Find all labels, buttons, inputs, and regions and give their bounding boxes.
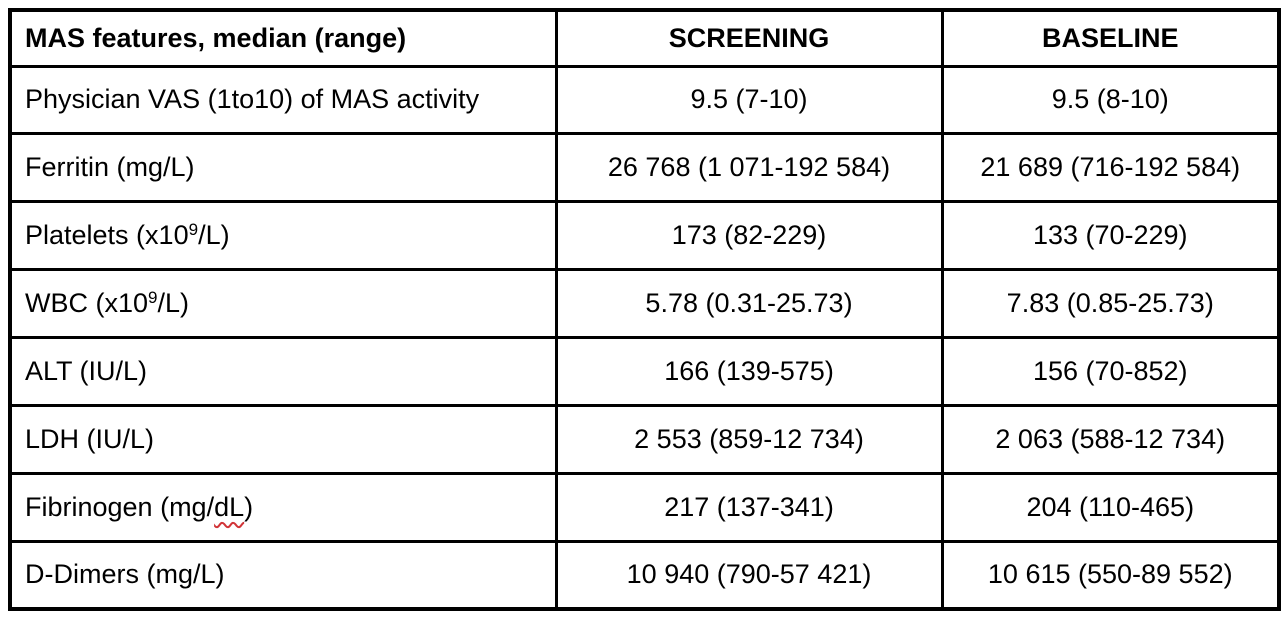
table-row-fibrinogen: Fibrinogen (mg/dL) 217 (137-341) 204 (11… [8, 471, 1281, 543]
table-row-alt: ALT (IU/L) 166 (139-575) 156 (70-852) [8, 336, 1281, 407]
baseline-value: 2 063 (588-12 734) [940, 403, 1281, 475]
screening-value: 166 (139-575) [554, 336, 944, 407]
table-row-ferritin: Ferritin (mg/L) 26 768 (1 071-192 584) 2… [8, 132, 1281, 204]
header-mas-features: MAS features, median (range) [8, 8, 558, 68]
feature-label: Platelets (x109/L) [8, 200, 558, 272]
table-row-platelets: Platelets (x109/L) 173 (82-229) 133 (70-… [8, 200, 1281, 272]
table-row-d-dimers: D-Dimers (mg/L) 10 940 (790-57 421) 10 6… [8, 539, 1281, 611]
baseline-value: 7.83 (0.85-25.73) [940, 268, 1281, 339]
label-text: LDH (IU/L) [25, 423, 155, 454]
feature-label: ALT (IU/L) [8, 336, 558, 407]
baseline-value: 9.5 (8-10) [940, 64, 1281, 136]
feature-label: Fibrinogen (mg/dL) [8, 471, 558, 543]
label-text: ALT (IU/L) [25, 355, 148, 386]
label-text: ) [244, 491, 254, 522]
header-screening: SCREENING [554, 8, 944, 68]
table-row-wbc: WBC (x109/L) 5.78 (0.31-25.73) 7.83 (0.8… [8, 268, 1281, 339]
label-text: Fibrinogen (mg/ [25, 491, 215, 522]
baseline-value: 204 (110-465) [940, 471, 1281, 543]
feature-label: Ferritin (mg/L) [8, 132, 558, 204]
table-row-ldh: LDH (IU/L) 2 553 (859-12 734) 2 063 (588… [8, 403, 1281, 475]
screening-value: 5.78 (0.31-25.73) [554, 268, 944, 339]
feature-label: Physician VAS (1to10) of MAS activity [8, 64, 558, 136]
label-text: /L) [198, 220, 230, 251]
baseline-value: 10 615 (550-89 552) [940, 539, 1281, 611]
header-baseline: BASELINE [940, 8, 1281, 68]
header-row: MAS features, median (range) SCREENING B… [8, 8, 1281, 68]
table-row-physician-vas: Physician VAS (1to10) of MAS activity 9.… [8, 64, 1281, 136]
baseline-value: 133 (70-229) [940, 200, 1281, 272]
label-text: D-Dimers (mg/L) [25, 559, 225, 590]
screening-value: 173 (82-229) [554, 200, 944, 272]
feature-label: WBC (x109/L) [8, 268, 558, 339]
feature-label: LDH (IU/L) [8, 403, 558, 475]
screening-value: 217 (137-341) [554, 471, 944, 543]
screening-value: 2 553 (859-12 734) [554, 403, 944, 475]
baseline-value: 156 (70-852) [940, 336, 1281, 407]
superscript: 9 [148, 287, 158, 307]
screening-value: 9.5 (7-10) [554, 64, 944, 136]
superscript: 9 [188, 219, 199, 239]
label-text: /L) [157, 288, 190, 319]
label-text: Platelets (x10 [25, 220, 189, 251]
baseline-value: 21 689 (716-192 584) [940, 132, 1281, 204]
screening-value: 26 768 (1 071-192 584) [554, 132, 944, 204]
screening-value: 10 940 (790-57 421) [554, 539, 944, 611]
mas-features-table: MAS features, median (range) SCREENING B… [8, 8, 1281, 611]
label-text: WBC (x10 [25, 288, 149, 319]
spellcheck-underline-text: dL [214, 491, 245, 522]
label-text: Ferritin (mg/L) [25, 152, 195, 183]
label-text: Physician VAS (1to10) of MAS activity [25, 84, 480, 115]
feature-label: D-Dimers (mg/L) [8, 539, 558, 611]
